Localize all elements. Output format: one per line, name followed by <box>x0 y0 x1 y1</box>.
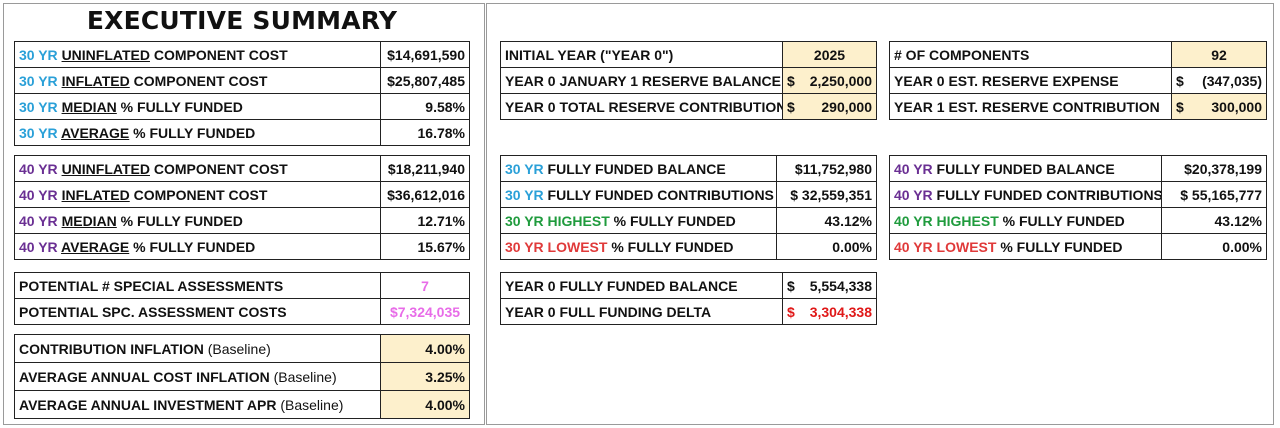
table-row: 40 YR FULLY FUNDED CONTRIBUTIONS $ 55,165… <box>889 181 1267 208</box>
table-row: 40 YR HIGHEST % FULLY FUNDED 43.12% <box>889 207 1267 234</box>
table-row: 40 YR UNINFLATED COMPONENT COST $18,211,9… <box>14 155 470 182</box>
table-row: 40 YR LOWEST % FULLY FUNDED 0.00% <box>889 233 1267 260</box>
left-30yr-table: 30 YR UNINFLATED COMPONENT COST $14,691,5… <box>14 41 470 146</box>
table-row: AVERAGE ANNUAL INVESTMENT APR (Baseline)… <box>14 390 470 419</box>
inflation-table: CONTRIBUTION INFLATION (Baseline) 4.00% A… <box>14 334 470 419</box>
table-row: 40 YR MEDIAN % FULLY FUNDED 12.71% <box>14 207 470 234</box>
table-row: 40 YR FULLY FUNDED BALANCE $20,378,199 <box>889 155 1267 182</box>
page-title: EXECUTIVE SUMMARY <box>86 6 398 35</box>
table-row: AVERAGE ANNUAL COST INFLATION (Baseline)… <box>14 362 470 391</box>
left-panel-frame <box>3 3 485 425</box>
table-row: 30 YR AVERAGE % FULLY FUNDED 16.78% <box>14 119 470 146</box>
left-40yr-table: 40 YR UNINFLATED COMPONENT COST $18,211,9… <box>14 155 470 260</box>
components-table: # OF COMPONENTS 92 YEAR 0 EST. RESERVE EX… <box>889 41 1267 120</box>
table-row: # OF COMPONENTS 92 <box>889 41 1267 68</box>
table-row: 30 YR UNINFLATED COMPONENT COST $14,691,5… <box>14 41 470 68</box>
fully-funded-40yr-table: 40 YR FULLY FUNDED BALANCE $20,378,199 40… <box>889 155 1267 260</box>
initial-year-table: INITIAL YEAR ("YEAR 0") 2025 YEAR 0 JANUA… <box>500 41 877 120</box>
table-row: POTENTIAL # SPECIAL ASSESSMENTS 7 <box>14 272 470 299</box>
table-row: 30 YR HIGHEST % FULLY FUNDED 43.12% <box>500 207 877 234</box>
table-row: YEAR 0 FULL FUNDING DELTA $3,304,338 <box>500 298 877 325</box>
table-row: YEAR 0 JANUARY 1 RESERVE BALANCE $2,250,0… <box>500 67 877 94</box>
table-row: YEAR 1 EST. RESERVE CONTRIBUTION $300,000 <box>889 93 1267 120</box>
table-row: YEAR 0 FULLY FUNDED BALANCE $5,554,338 <box>500 272 877 299</box>
fully-funded-30yr-table: 30 YR FULLY FUNDED BALANCE $11,752,980 30… <box>500 155 877 260</box>
table-row: YEAR 0 EST. RESERVE EXPENSE $ (347,035) <box>889 67 1267 94</box>
table-row: 30 YR LOWEST % FULLY FUNDED 0.00% <box>500 233 877 260</box>
table-row: 40 YR AVERAGE % FULLY FUNDED 15.67% <box>14 233 470 260</box>
right-panel-frame <box>486 3 1274 425</box>
table-row: YEAR 0 TOTAL RESERVE CONTRIBUTION $290,00… <box>500 93 877 120</box>
special-assessments-table: POTENTIAL # SPECIAL ASSESSMENTS 7 POTENTI… <box>14 272 470 325</box>
table-row: 30 YR FULLY FUNDED CONTRIBUTIONS $ 32,559… <box>500 181 877 208</box>
table-row: 30 YR FULLY FUNDED BALANCE $11,752,980 <box>500 155 877 182</box>
table-row: INITIAL YEAR ("YEAR 0") 2025 <box>500 41 877 68</box>
table-row: 30 YR INFLATED COMPONENT COST $25,807,485 <box>14 67 470 94</box>
table-row: CONTRIBUTION INFLATION (Baseline) 4.00% <box>14 334 470 363</box>
year0-funding-table: YEAR 0 FULLY FUNDED BALANCE $5,554,338 YE… <box>500 272 877 325</box>
table-row: 30 YR MEDIAN % FULLY FUNDED 9.58% <box>14 93 470 120</box>
table-row: 40 YR INFLATED COMPONENT COST $36,612,016 <box>14 181 470 208</box>
table-row: POTENTIAL SPC. ASSESSMENT COSTS $7,324,03… <box>14 298 470 325</box>
